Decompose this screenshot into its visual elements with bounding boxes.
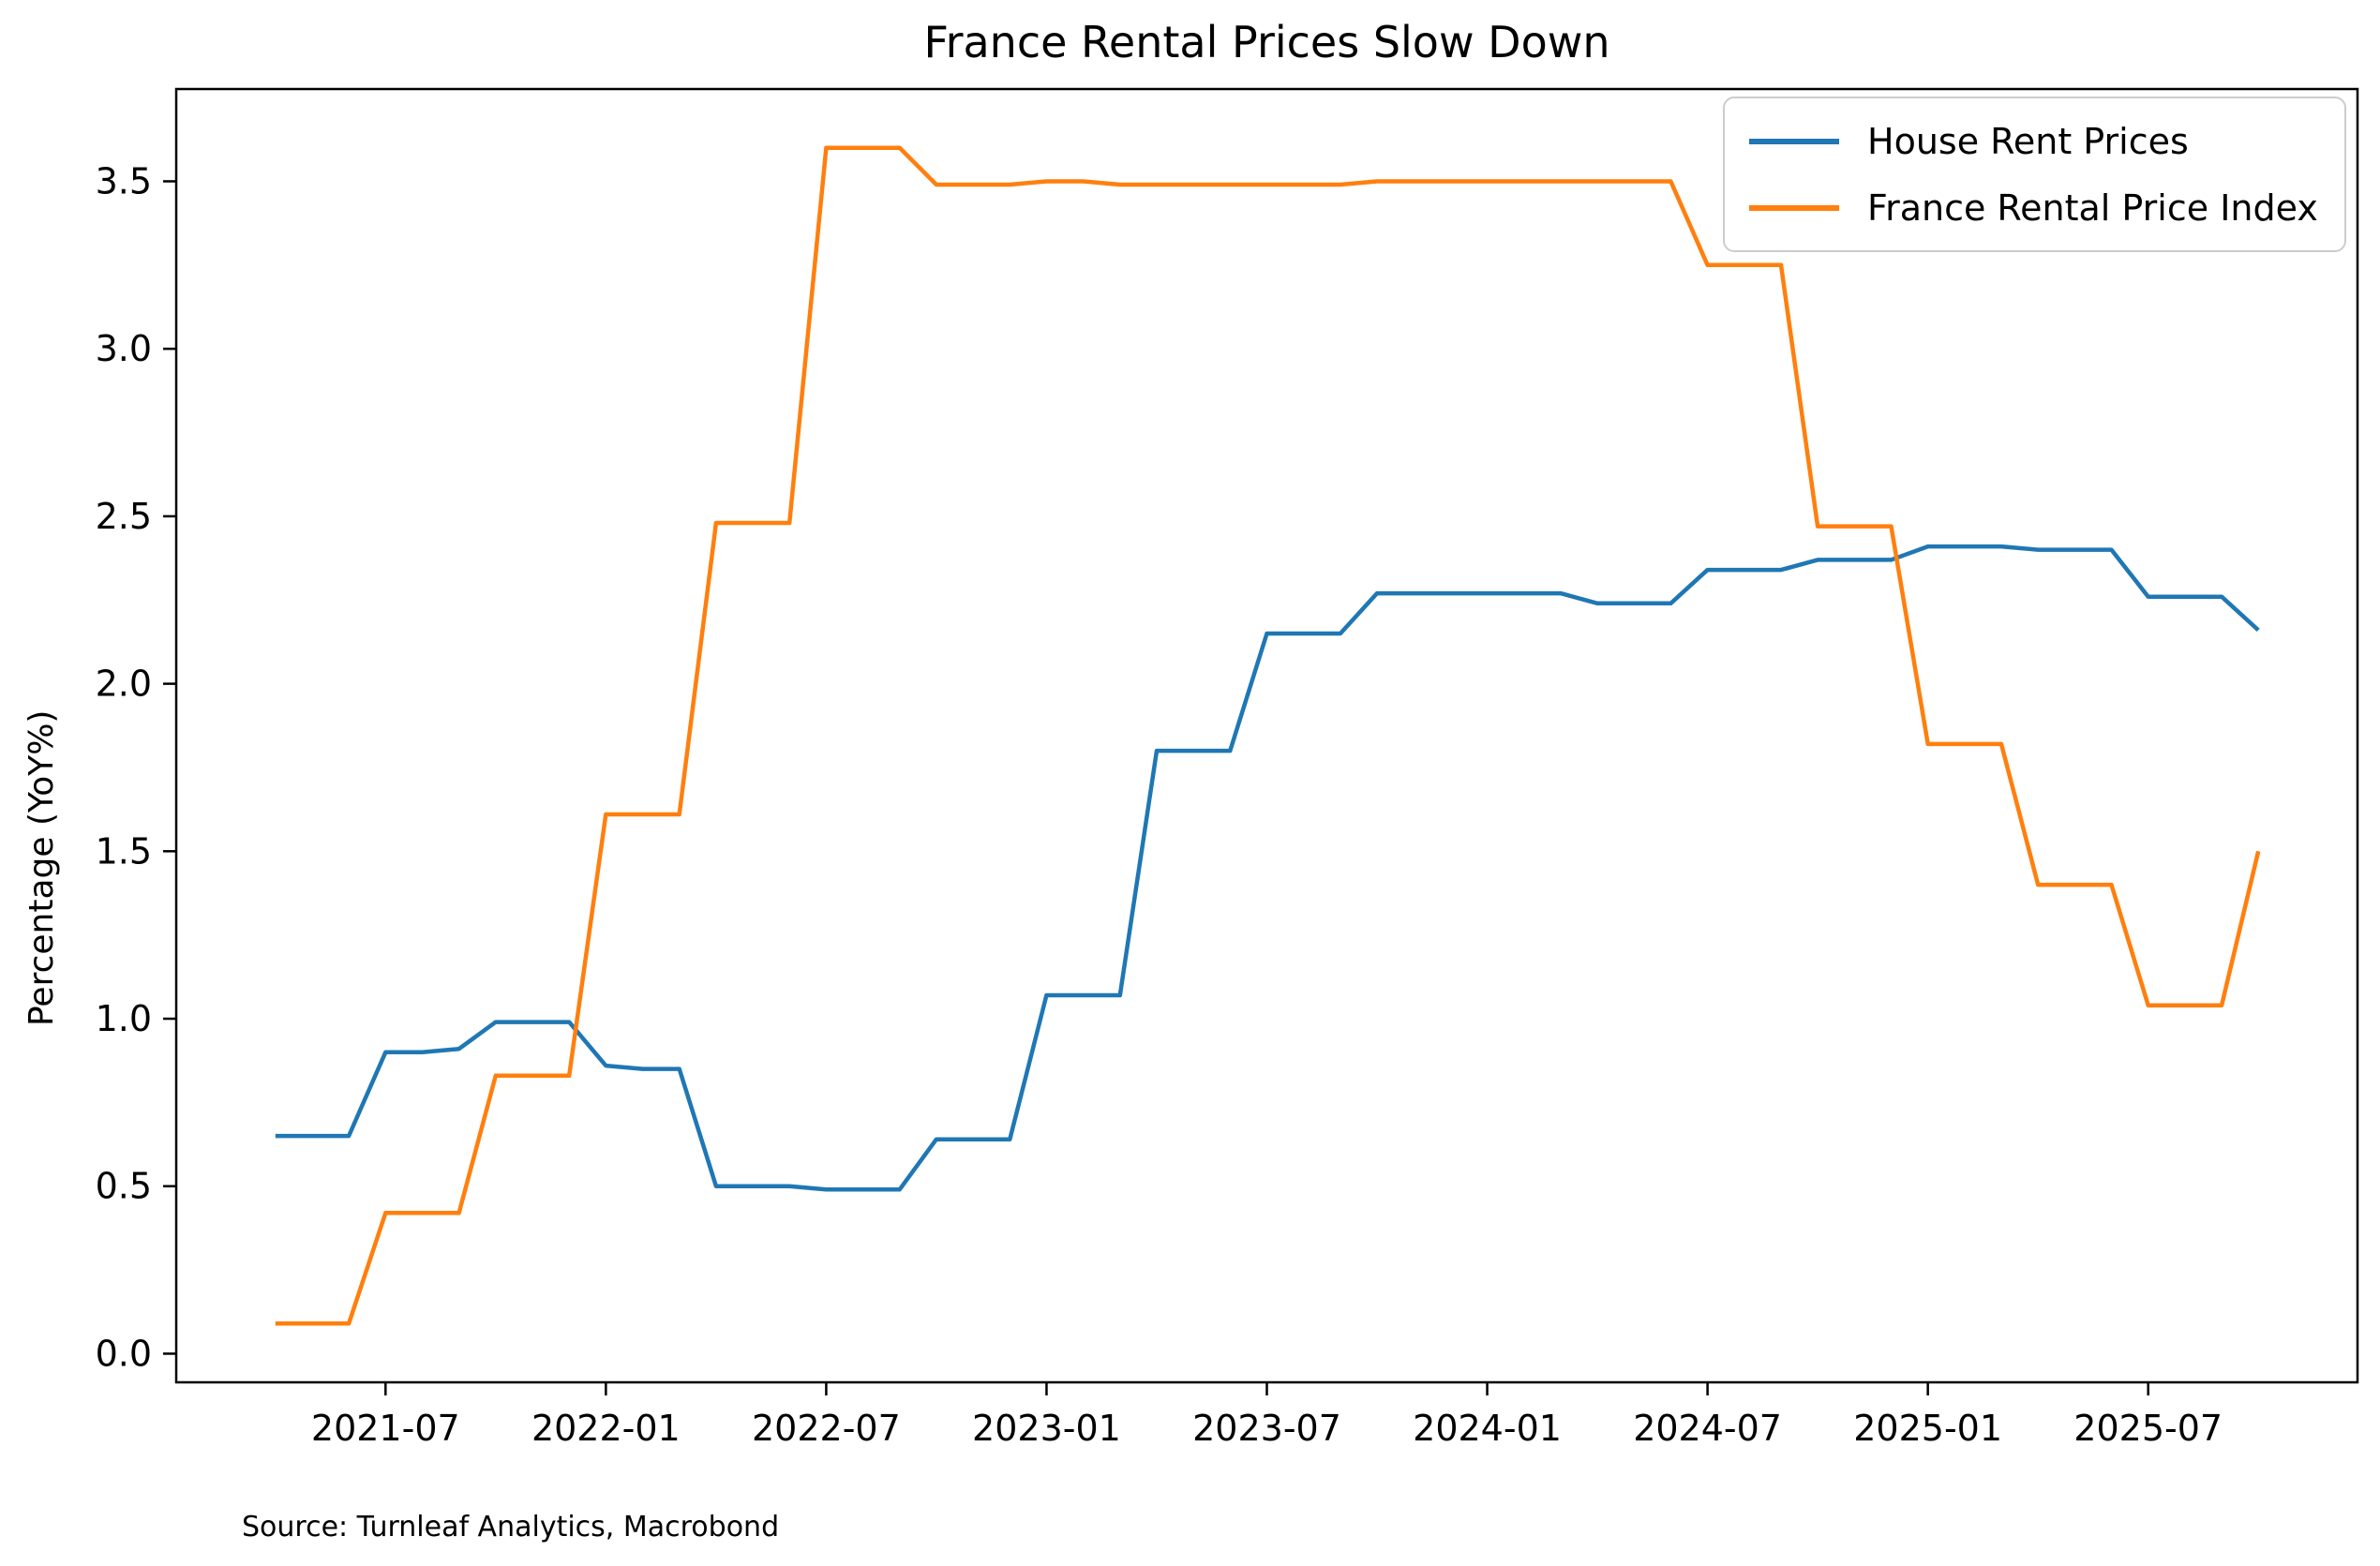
y-tick-label: 0.0 xyxy=(96,1333,152,1374)
series-line-house-rent-prices xyxy=(275,544,2260,1192)
plot-spines xyxy=(174,87,2359,1384)
y-tick-label: 2.5 xyxy=(96,496,152,537)
x-tick-label: 2023-07 xyxy=(1192,1408,1341,1449)
legend-swatch-france-rental-price-index xyxy=(1749,204,1839,211)
x-tick-label: 2024-01 xyxy=(1413,1408,1562,1449)
series-line-france-rental-price-index xyxy=(275,145,2261,1326)
y-tick-label: 2.0 xyxy=(96,664,152,705)
y-tick-label: 3.5 xyxy=(96,160,152,201)
legend-label: House Rent Prices xyxy=(1867,120,2189,162)
y-tick-label: 1.5 xyxy=(96,830,152,872)
legend-item-france-rental-price-index: France Rental Price Index xyxy=(1749,187,2320,229)
x-tick-label: 2024-07 xyxy=(1633,1408,1782,1449)
x-tick-label: 2025-01 xyxy=(1853,1408,2002,1449)
y-tick-label: 3.0 xyxy=(96,328,152,369)
x-tick-label: 2023-01 xyxy=(972,1408,1121,1449)
legend: House Rent Prices France Rental Price In… xyxy=(1723,97,2346,252)
y-tick-label: 1.0 xyxy=(96,998,152,1039)
source-text: Source: Turnleaf Analytics, Macrobond xyxy=(242,1511,780,1544)
legend-swatch-house-rent-prices xyxy=(1749,138,1839,144)
x-tick-label: 2025-07 xyxy=(2073,1408,2223,1449)
legend-label: France Rental Price Index xyxy=(1867,186,2318,229)
page-title: France Rental Prices Slow Down xyxy=(923,17,1610,67)
y-tick-label: 0.5 xyxy=(96,1166,152,1207)
x-tick-label: 2022-01 xyxy=(531,1408,681,1449)
legend-item-house-rent-prices: House Rent Prices xyxy=(1749,121,2320,162)
x-tick-label: 2021-07 xyxy=(311,1408,460,1449)
x-tick-label: 2022-07 xyxy=(752,1408,901,1449)
